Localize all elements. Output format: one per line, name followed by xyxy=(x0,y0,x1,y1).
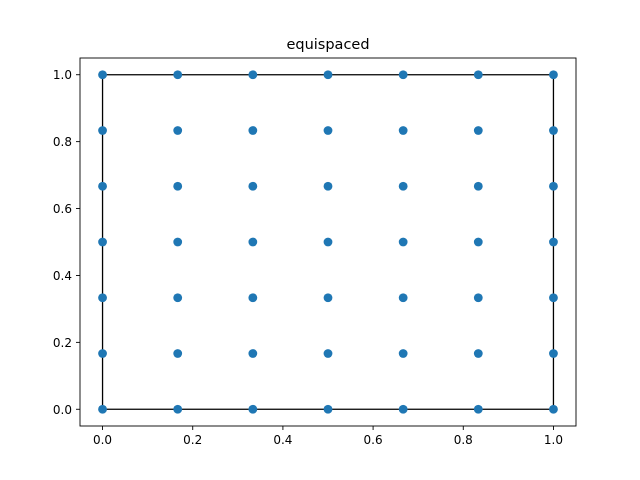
y-tick-label: 0.2 xyxy=(53,336,72,350)
data-point xyxy=(398,349,408,358)
x-tick-label: 0.8 xyxy=(454,433,473,447)
y-tick-label: 0.8 xyxy=(53,135,72,149)
data-point xyxy=(398,181,408,191)
x-tick-label: 0.4 xyxy=(273,433,292,447)
data-point xyxy=(549,70,558,80)
data-point xyxy=(323,181,333,191)
data-point xyxy=(473,181,483,191)
plot-area xyxy=(98,70,558,414)
data-point xyxy=(549,404,558,414)
data-point xyxy=(98,293,107,303)
data-point xyxy=(173,349,183,358)
data-point xyxy=(173,126,183,135)
data-point xyxy=(173,237,183,247)
data-point xyxy=(473,70,483,80)
data-point xyxy=(398,404,408,414)
data-point xyxy=(248,237,258,247)
data-point xyxy=(398,237,408,247)
data-point xyxy=(323,126,333,135)
data-point xyxy=(323,237,333,247)
x-tick-label: 0.0 xyxy=(93,433,112,447)
data-point xyxy=(549,181,558,191)
axes-frame xyxy=(79,57,577,427)
data-point xyxy=(323,349,333,358)
x-tick-label: 0.2 xyxy=(183,433,202,447)
data-point xyxy=(248,404,258,414)
data-point xyxy=(549,293,558,303)
data-point xyxy=(98,237,107,247)
data-point xyxy=(248,126,258,135)
axes: 0.0 0.2 0.4 0.6 0.8 1.0 0.0 0.2 0.4 0.6 0.8 1.0 xyxy=(53,57,577,447)
data-point xyxy=(98,404,107,414)
data-point xyxy=(549,349,558,358)
data-point xyxy=(549,237,558,247)
data-point xyxy=(398,70,408,80)
data-point xyxy=(398,293,408,303)
x-tick-label: 1.0 xyxy=(544,433,563,447)
data-point xyxy=(98,70,107,80)
y-tick-label: 1.0 xyxy=(53,68,72,82)
data-point xyxy=(173,293,183,303)
data-point xyxy=(248,349,258,358)
data-point xyxy=(473,293,483,303)
y-tick-label: 0.6 xyxy=(53,202,72,216)
y-tick-label: 0.4 xyxy=(53,269,72,283)
chart-title: equispaced xyxy=(286,37,369,53)
data-point xyxy=(98,181,107,191)
data-point xyxy=(173,181,183,191)
data-point xyxy=(323,404,333,414)
y-tick-label: 0.0 xyxy=(53,403,72,417)
data-point xyxy=(248,181,258,191)
data-point xyxy=(473,237,483,247)
data-point xyxy=(173,404,183,414)
data-point xyxy=(323,70,333,80)
data-point xyxy=(323,293,333,303)
data-point xyxy=(398,126,408,135)
data-point xyxy=(248,70,258,80)
data-point xyxy=(248,293,258,303)
data-point xyxy=(98,126,107,135)
data-point xyxy=(473,349,483,358)
data-point xyxy=(473,126,483,135)
data-point xyxy=(473,404,483,414)
data-point xyxy=(549,126,558,135)
data-point xyxy=(98,349,107,358)
x-tick-label: 0.6 xyxy=(364,433,383,447)
data-point xyxy=(173,70,183,80)
